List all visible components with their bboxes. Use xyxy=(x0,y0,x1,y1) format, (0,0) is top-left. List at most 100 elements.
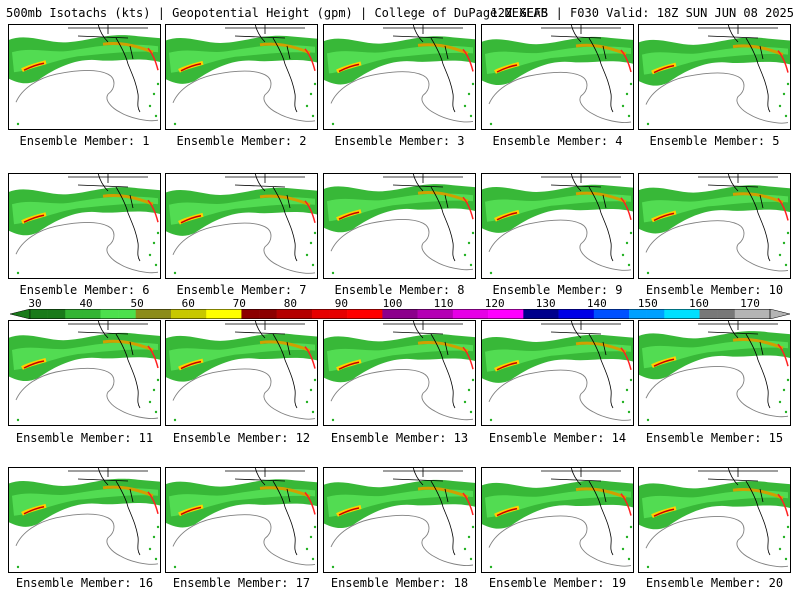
colorbar-segment xyxy=(452,309,471,319)
colorbar-segment xyxy=(294,309,313,319)
colorbar-segment xyxy=(540,309,559,319)
ensemble-panel-4 xyxy=(481,24,634,130)
height-contour xyxy=(15,513,159,565)
ensemble-map-8 xyxy=(323,173,476,279)
height-contour xyxy=(645,220,789,272)
ensemble-map-12 xyxy=(165,320,318,426)
colorbar-tick-label: 60 xyxy=(181,297,195,310)
ensemble-map-3 xyxy=(323,24,476,130)
ensemble-panel-17 xyxy=(165,467,318,573)
ensemble-panel-2 xyxy=(165,24,318,130)
colorbar-tick-label: 170 xyxy=(740,297,760,310)
ensemble-member-label: Ensemble Member: 4 xyxy=(492,134,623,148)
colorbar-segment xyxy=(664,309,683,319)
colorbar-segment xyxy=(523,309,542,319)
colorbar-segment xyxy=(382,309,401,319)
coastline xyxy=(68,24,148,113)
height-contour xyxy=(645,72,789,124)
ensemble-member-label: Ensemble Member: 17 xyxy=(172,576,311,590)
height-contour xyxy=(172,222,316,274)
coastline xyxy=(541,173,621,262)
colorbar-segment xyxy=(100,309,119,319)
colorbar-segment xyxy=(681,309,700,319)
ensemble-member-label: Ensemble Member: 13 xyxy=(330,431,469,445)
colorbar-tick-label: 140 xyxy=(586,297,607,310)
colorbar-segment xyxy=(241,309,260,319)
ensemble-panel-18 xyxy=(323,467,476,573)
colorbar-tick-label: 70 xyxy=(232,297,246,310)
height-contour xyxy=(172,70,316,122)
colorbar-tick-label: 90 xyxy=(334,297,349,310)
height-contour xyxy=(645,516,789,568)
ensemble-map-18 xyxy=(323,467,476,573)
ensemble-panel-6 xyxy=(8,173,161,279)
ensemble-panel-19 xyxy=(481,467,634,573)
ensemble-member-label: Ensemble Member: 18 xyxy=(330,576,469,590)
colorbar-segment xyxy=(135,309,154,319)
coastline xyxy=(383,24,463,113)
colorbar-segment xyxy=(646,309,665,319)
colorbar-segment xyxy=(311,309,330,319)
colorbar-segment xyxy=(752,309,771,319)
ensemble-map-11 xyxy=(8,320,161,426)
coastline xyxy=(541,320,621,409)
ensemble-panel-1 xyxy=(8,24,161,130)
ensemble-map-14 xyxy=(481,320,634,426)
ensemble-panel-15 xyxy=(638,320,791,426)
colorbar-segment xyxy=(717,309,736,319)
height-contour xyxy=(488,71,632,123)
ensemble-map-6 xyxy=(8,173,161,279)
colorbar-segment xyxy=(417,309,436,319)
colorbar-segment xyxy=(65,309,84,319)
colorbar-tick-label: 150 xyxy=(637,297,658,310)
ensemble-member-label: Ensemble Member: 9 xyxy=(492,283,623,297)
ensemble-member-label: Ensemble Member: 10 xyxy=(645,283,784,297)
colorbar-segment xyxy=(505,309,524,319)
ensemble-panel-20 xyxy=(638,467,791,573)
colorbar-left-arrow xyxy=(10,309,31,319)
ensemble-member-label: Ensemble Member: 8 xyxy=(334,283,465,297)
coastline xyxy=(698,320,778,409)
colorbar-tick-label: 160 xyxy=(688,297,709,310)
colorbar-tick-label: 120 xyxy=(484,297,505,310)
height-contour xyxy=(645,366,789,418)
colorbar-segment xyxy=(47,309,66,319)
coastline xyxy=(225,467,305,556)
colorbar-tick-label: 30 xyxy=(28,297,42,310)
colorbar-segment xyxy=(400,309,418,319)
ensemble-member-label: Ensemble Member: 20 xyxy=(645,576,784,590)
ensemble-panel-3 xyxy=(323,24,476,130)
colorbar-segment xyxy=(223,309,242,319)
colorbar-tick-label: 50 xyxy=(130,297,144,310)
colorbar-segment xyxy=(118,309,137,319)
colorbar-segment xyxy=(629,309,647,319)
ensemble-member-label: Ensemble Member: 15 xyxy=(645,431,784,445)
colorbar-segment xyxy=(82,309,101,319)
height-contour xyxy=(15,70,159,122)
height-contour xyxy=(330,369,474,421)
height-contour xyxy=(172,514,316,566)
coastline xyxy=(68,320,148,409)
ensemble-map-10 xyxy=(638,173,791,279)
colorbar xyxy=(10,309,790,319)
height-contour xyxy=(330,71,474,123)
colorbar-segment xyxy=(470,309,489,319)
colorbar-segment xyxy=(593,309,612,319)
ensemble-member-label: Ensemble Member: 2 xyxy=(176,134,307,148)
colorbar-segment xyxy=(170,309,189,319)
header-valid-time: 12Z GEFS | F030 Valid: 18Z SUN JUN 08 20… xyxy=(490,6,794,20)
ensemble-map-1 xyxy=(8,24,161,130)
coastline xyxy=(225,173,305,262)
colorbar-segment xyxy=(329,309,348,319)
coastline xyxy=(541,24,621,113)
ensemble-member-label: Ensemble Member: 1 xyxy=(19,134,150,148)
colorbar-tick-label: 40 xyxy=(79,297,93,310)
height-contour xyxy=(330,514,474,566)
colorbar-segment xyxy=(276,309,295,319)
coastline xyxy=(383,320,463,409)
colorbar-segment xyxy=(206,309,225,319)
ensemble-map-2 xyxy=(165,24,318,130)
height-contour xyxy=(15,367,159,419)
ensemble-map-7 xyxy=(165,173,318,279)
ensemble-panel-12 xyxy=(165,320,318,426)
